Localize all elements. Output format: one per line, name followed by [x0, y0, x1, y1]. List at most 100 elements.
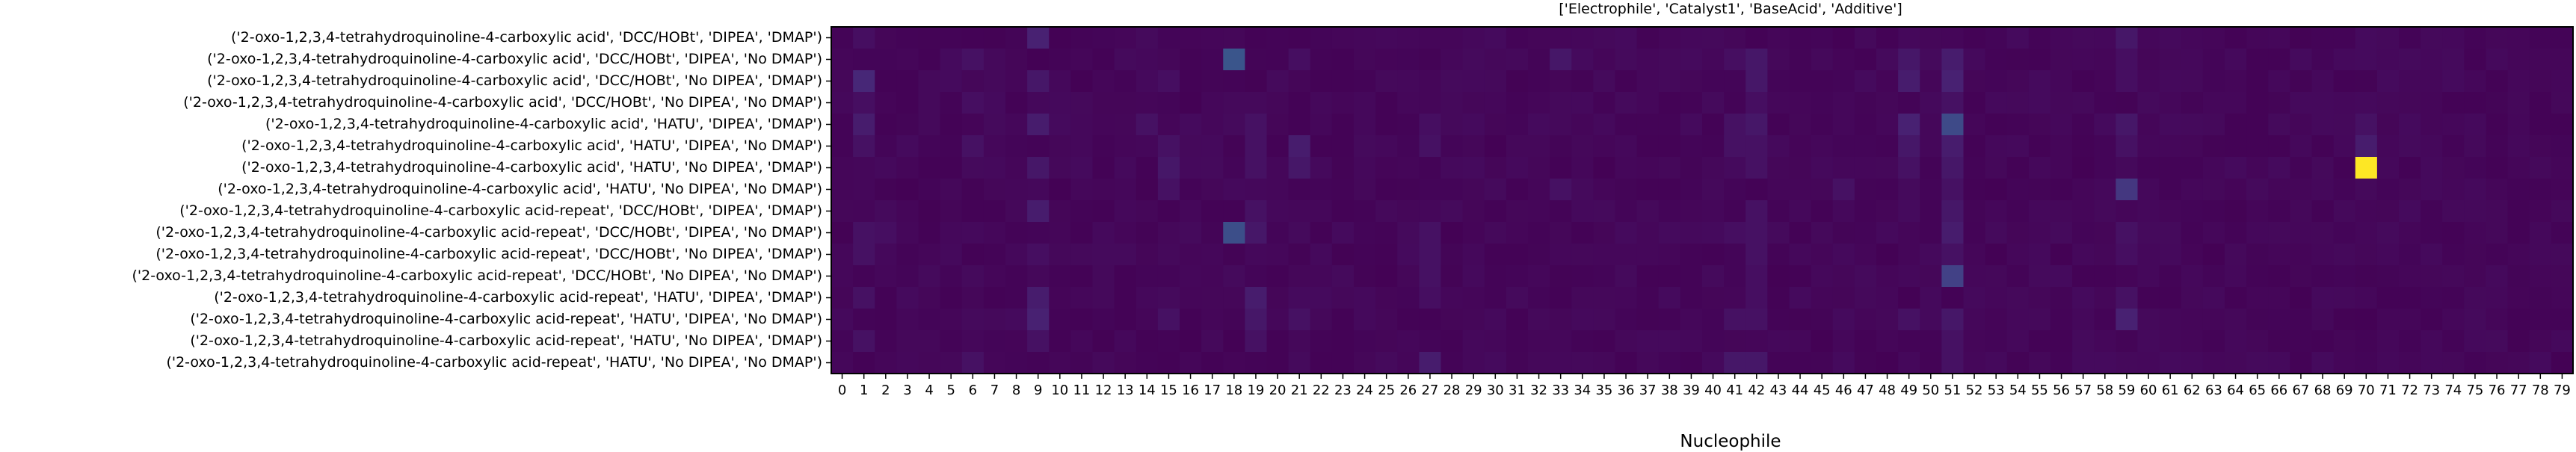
heatmap-cell	[1049, 200, 1071, 223]
heatmap-cell	[2181, 70, 2204, 93]
heatmap-cell	[1245, 157, 1268, 179]
heatmap-cell	[1180, 309, 1202, 331]
heatmap-cell	[1375, 92, 1398, 114]
heatmap-cell	[1920, 222, 1942, 244]
heatmap-cell	[2050, 244, 2073, 266]
heatmap-cell	[1180, 157, 1202, 179]
heatmap-cell	[2116, 309, 2139, 331]
heatmap-cell	[1092, 222, 1115, 244]
heatmap-cell	[1440, 157, 1464, 179]
x-tick-label: 49	[1900, 383, 1917, 398]
heatmap-cell	[983, 114, 1006, 136]
heatmap-cell	[1506, 244, 1529, 266]
heatmap-cell	[2006, 92, 2030, 114]
heatmap-cell	[1331, 222, 1355, 244]
heatmap-cell	[2050, 222, 2073, 244]
heatmap-cell	[1898, 179, 1920, 201]
heatmap-cell	[2355, 244, 2378, 266]
heatmap-cell	[1550, 27, 1572, 49]
heatmap-cell	[2159, 244, 2182, 266]
heatmap-cell	[1941, 135, 1965, 158]
heatmap-cell	[1440, 265, 1464, 288]
heatmap-cell	[2268, 330, 2290, 353]
heatmap-cell	[1005, 27, 1028, 49]
heatmap-cell	[2464, 157, 2487, 179]
heatmap-cell	[2028, 135, 2051, 158]
heatmap-cell	[1440, 49, 1464, 71]
heatmap-cell	[1876, 92, 1899, 114]
heatmap-cell	[918, 49, 941, 71]
heatmap-cell	[2137, 265, 2160, 288]
heatmap-cell	[2442, 92, 2465, 114]
heatmap-cell	[1724, 135, 1746, 158]
heatmap-cell	[2551, 200, 2574, 223]
heatmap-cell	[853, 309, 875, 331]
heatmap-cell	[1201, 70, 1224, 93]
heatmap-cell	[831, 265, 854, 288]
heatmap-cell	[1354, 352, 1376, 374]
heatmap-cell	[2399, 265, 2421, 288]
heatmap-cell	[1854, 49, 1877, 71]
heatmap-cell	[1963, 179, 1986, 201]
heatmap-cell	[1288, 287, 1311, 309]
heatmap-cell	[853, 352, 875, 374]
heatmap-cell	[1114, 49, 1137, 71]
heatmap-cell	[1636, 330, 1660, 353]
heatmap-cell	[2551, 49, 2574, 71]
heatmap-cell	[1636, 27, 1660, 49]
heatmap-cell	[2137, 200, 2160, 223]
heatmap-cell	[1201, 330, 1224, 353]
heatmap-cell	[1223, 92, 1245, 114]
heatmap-cell	[1136, 287, 1159, 309]
heatmap-cell	[1528, 287, 1550, 309]
heatmap-cell	[1484, 244, 1507, 266]
heatmap-cell	[2311, 179, 2335, 201]
heatmap-cell	[1724, 49, 1746, 71]
heatmap-cell	[853, 244, 875, 266]
heatmap-cell	[2028, 330, 2051, 353]
heatmap-cell	[1854, 179, 1877, 201]
heatmap-cell	[1092, 330, 1115, 353]
heatmap-cell	[2006, 157, 2030, 179]
heatmap-cell	[2246, 287, 2269, 309]
heatmap-cell	[1201, 352, 1224, 374]
heatmap-cell	[918, 157, 941, 179]
heatmap-cell	[2529, 244, 2552, 266]
heatmap-cell	[1114, 70, 1137, 93]
heatmap-cell	[961, 179, 985, 201]
heatmap-cell	[1506, 49, 1529, 71]
heatmap-cell	[1680, 287, 1703, 309]
heatmap-cell	[1593, 222, 1616, 244]
heatmap-cell	[2355, 135, 2378, 158]
heatmap-cell	[1331, 265, 1355, 288]
heatmap-cell	[1789, 244, 1812, 266]
heatmap-cell	[1049, 222, 1071, 244]
heatmap-cell	[853, 200, 875, 223]
heatmap-cell	[1462, 92, 1485, 114]
heatmap-cell	[2072, 92, 2095, 114]
y-tick-label: ('2-oxo-1,2,3,4-tetrahydroquinoline-4-ca…	[241, 137, 822, 154]
heatmap-cell	[1027, 92, 1050, 114]
heatmap-cell	[1375, 287, 1398, 309]
heatmap-cell	[961, 135, 985, 158]
heatmap-cell	[1266, 330, 1289, 353]
x-tick-label: 69	[2336, 383, 2353, 398]
heatmap-cell	[1288, 200, 1311, 223]
heatmap-cell	[1593, 179, 1616, 201]
heatmap-cell	[1593, 135, 1616, 158]
heatmap-cell	[831, 200, 854, 223]
heatmap-cell	[2137, 27, 2160, 49]
heatmap-cell	[2159, 157, 2182, 179]
heatmap-cell	[1550, 92, 1572, 114]
heatmap-cell	[1724, 265, 1746, 288]
heatmap-cell	[2399, 330, 2421, 353]
heatmap-cell	[1201, 200, 1224, 223]
heatmap-cell	[831, 157, 854, 179]
heatmap-cell	[1615, 265, 1638, 288]
x-tick-label: 19	[1247, 383, 1264, 398]
heatmap-cell	[1724, 92, 1746, 114]
heatmap-cell	[2290, 309, 2313, 331]
heatmap-cell	[2442, 222, 2465, 244]
x-tick-label: 0	[838, 383, 846, 398]
heatmap-cell	[1658, 179, 1681, 201]
